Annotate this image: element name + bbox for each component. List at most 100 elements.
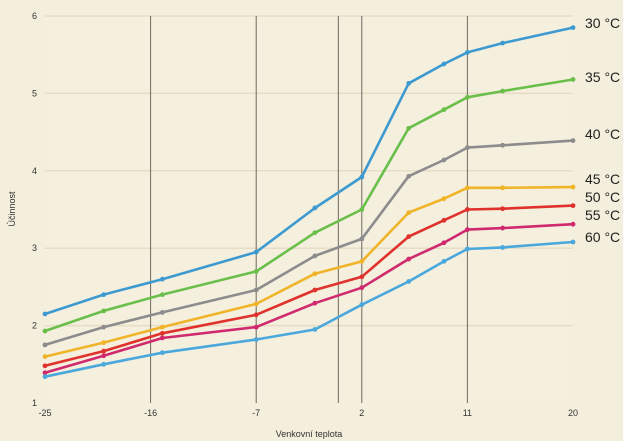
data-point (159, 324, 165, 330)
y-axis-title: Účinnost (7, 191, 17, 227)
data-point (312, 205, 318, 211)
data-point (253, 312, 259, 318)
data-point (465, 145, 470, 150)
data-point (359, 236, 365, 242)
legend-label: 30 °C (585, 15, 620, 31)
data-point (42, 342, 48, 348)
data-point (465, 227, 470, 233)
data-point (465, 49, 470, 55)
data-point (570, 77, 576, 82)
data-point (570, 184, 576, 190)
y-tick-label: 1 (32, 398, 37, 408)
data-point (359, 274, 365, 280)
x-tick-label: 2 (359, 408, 364, 418)
data-point (406, 210, 412, 215)
x-tick-label: 20 (568, 408, 578, 418)
legend-label: 50 °C (585, 189, 620, 205)
data-point (159, 330, 165, 336)
data-point (101, 348, 107, 354)
legend-label: 35 °C (585, 69, 620, 85)
data-point (42, 363, 48, 369)
data-point (500, 245, 505, 250)
series-40c (42, 138, 576, 348)
data-point (359, 302, 365, 308)
y-tick-label: 2 (32, 321, 37, 331)
data-point (359, 258, 365, 264)
series-55c (42, 221, 576, 376)
data-point (406, 80, 412, 86)
data-point (253, 287, 259, 293)
data-point (500, 40, 505, 46)
data-point (312, 271, 318, 277)
data-point (441, 61, 447, 67)
x-tick-label: 11 (463, 408, 472, 418)
series-30c (42, 25, 576, 317)
data-point (441, 217, 447, 223)
data-point (253, 337, 259, 342)
data-point (312, 230, 318, 236)
data-point (42, 374, 48, 380)
data-point (441, 196, 447, 202)
data-point (42, 328, 48, 334)
data-point (101, 361, 107, 367)
data-point (42, 370, 48, 376)
data-point (101, 308, 107, 314)
legend-label: 45 °C (585, 171, 620, 187)
x-tick-label: -16 (144, 408, 157, 418)
data-point (465, 246, 470, 252)
data-point (441, 240, 447, 246)
data-point (500, 88, 505, 94)
data-point (441, 107, 447, 113)
series-35c (42, 77, 576, 334)
legend: 30 °C 35 °C 40 °C 45 °C 50 °C 55 °C 60 °C (585, 15, 620, 245)
data-point (159, 350, 165, 356)
data-point (312, 327, 318, 332)
data-point (253, 249, 259, 255)
data-point (159, 292, 165, 298)
legend-label: 60 °C (585, 229, 620, 245)
data-point (312, 287, 318, 293)
data-point (406, 173, 412, 179)
data-point (570, 239, 576, 245)
data-point (359, 174, 365, 180)
data-point (465, 207, 470, 212)
data-point (406, 279, 412, 284)
y-tick-label: 3 (32, 243, 37, 253)
data-point (312, 253, 318, 259)
data-point (101, 353, 107, 359)
data-point (159, 276, 165, 282)
data-point (570, 25, 576, 31)
data-point (406, 125, 412, 131)
y-tick-label: 6 (32, 11, 37, 21)
data-point (312, 300, 318, 306)
data-point (465, 94, 470, 100)
y-axis-ticks: 1 2 3 4 5 6 (32, 11, 37, 408)
data-point (500, 206, 505, 212)
x-tick-label: -7 (252, 408, 260, 418)
data-point (253, 301, 259, 307)
data-point (159, 310, 165, 315)
data-point (101, 324, 107, 330)
data-point (500, 185, 505, 191)
data-point (406, 256, 412, 262)
data-point (570, 203, 576, 209)
legend-label: 55 °C (585, 207, 620, 223)
y-tick-label: 5 (32, 88, 37, 98)
series-lines (42, 25, 576, 380)
data-point (500, 225, 505, 231)
data-point (359, 207, 365, 212)
data-point (406, 234, 412, 239)
x-axis-ticks: -25 -16 -7 2 11 20 (38, 408, 578, 418)
data-point (441, 258, 447, 264)
data-point (465, 185, 470, 191)
x-tick-label: -25 (38, 408, 51, 418)
y-tick-label: 4 (32, 166, 37, 176)
data-point (500, 142, 505, 148)
series-60c (42, 239, 576, 380)
data-point (42, 311, 48, 317)
data-point (570, 221, 576, 227)
data-point (159, 335, 165, 341)
series-45c (42, 184, 576, 359)
data-point (441, 157, 447, 163)
